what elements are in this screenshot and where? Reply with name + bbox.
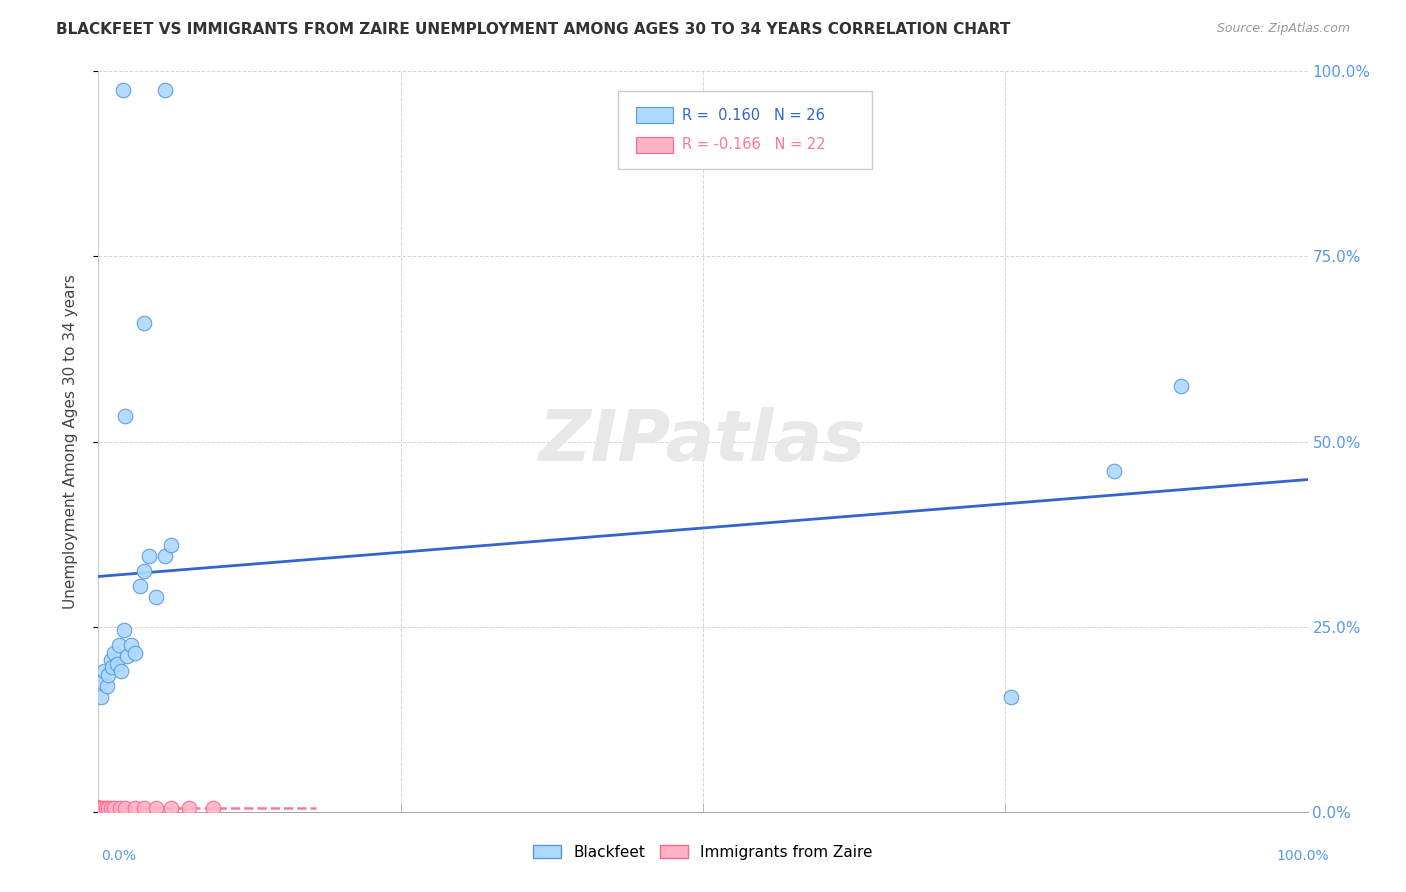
Point	[87, 801, 110, 815]
FancyBboxPatch shape	[637, 107, 672, 123]
Point	[110, 664, 132, 678]
Point	[94, 801, 117, 815]
Point	[117, 649, 139, 664]
Point	[108, 638, 131, 652]
Text: R =  0.160   N = 26: R = 0.160 N = 26	[682, 108, 825, 122]
Point	[105, 657, 128, 671]
Legend: Blackfeet, Immigrants from Zaire: Blackfeet, Immigrants from Zaire	[533, 845, 873, 860]
Point	[91, 675, 114, 690]
Point	[124, 801, 146, 815]
Point	[100, 660, 122, 674]
Point	[87, 801, 110, 815]
Point	[87, 801, 110, 815]
Y-axis label: Unemployment Among Ages 30 to 34 years: Unemployment Among Ages 30 to 34 years	[63, 274, 77, 609]
Point	[138, 549, 160, 564]
Point	[97, 801, 120, 815]
FancyBboxPatch shape	[637, 136, 672, 153]
Point	[97, 667, 120, 681]
Point	[145, 590, 167, 604]
Point	[160, 801, 183, 815]
Point	[153, 549, 176, 564]
Point	[124, 646, 146, 660]
Point	[93, 664, 115, 678]
Text: Source: ZipAtlas.com: Source: ZipAtlas.com	[1216, 22, 1350, 36]
Point	[87, 801, 110, 815]
Point	[87, 801, 110, 815]
Point	[160, 538, 183, 552]
Point	[112, 624, 135, 638]
Point	[87, 801, 110, 815]
Point	[179, 801, 201, 815]
Text: BLACKFEET VS IMMIGRANTS FROM ZAIRE UNEMPLOYMENT AMONG AGES 30 TO 34 YEARS CORREL: BLACKFEET VS IMMIGRANTS FROM ZAIRE UNEMP…	[56, 22, 1011, 37]
Point	[87, 801, 110, 815]
Point	[100, 801, 122, 815]
Point	[103, 646, 125, 660]
Point	[114, 409, 136, 423]
Point	[103, 801, 125, 815]
Point	[128, 579, 150, 593]
Point	[202, 801, 225, 815]
Point	[100, 653, 122, 667]
Point	[153, 83, 176, 97]
Point	[90, 690, 112, 704]
Point	[108, 801, 131, 815]
Point	[87, 801, 110, 815]
Point	[134, 801, 156, 815]
Point	[90, 801, 112, 815]
Point	[1102, 464, 1125, 478]
Point	[111, 83, 134, 97]
Point	[91, 801, 114, 815]
Point	[134, 316, 156, 330]
Point	[145, 801, 167, 815]
Text: ZIPatlas: ZIPatlas	[540, 407, 866, 476]
Point	[1000, 690, 1022, 704]
Text: R = -0.166   N = 22: R = -0.166 N = 22	[682, 137, 827, 153]
Point	[120, 638, 142, 652]
Text: 100.0%: 100.0%	[1277, 849, 1329, 863]
Point	[1170, 379, 1192, 393]
Point	[134, 564, 156, 578]
FancyBboxPatch shape	[619, 91, 872, 169]
Text: 0.0%: 0.0%	[101, 849, 136, 863]
Point	[114, 801, 136, 815]
Point	[96, 679, 118, 693]
